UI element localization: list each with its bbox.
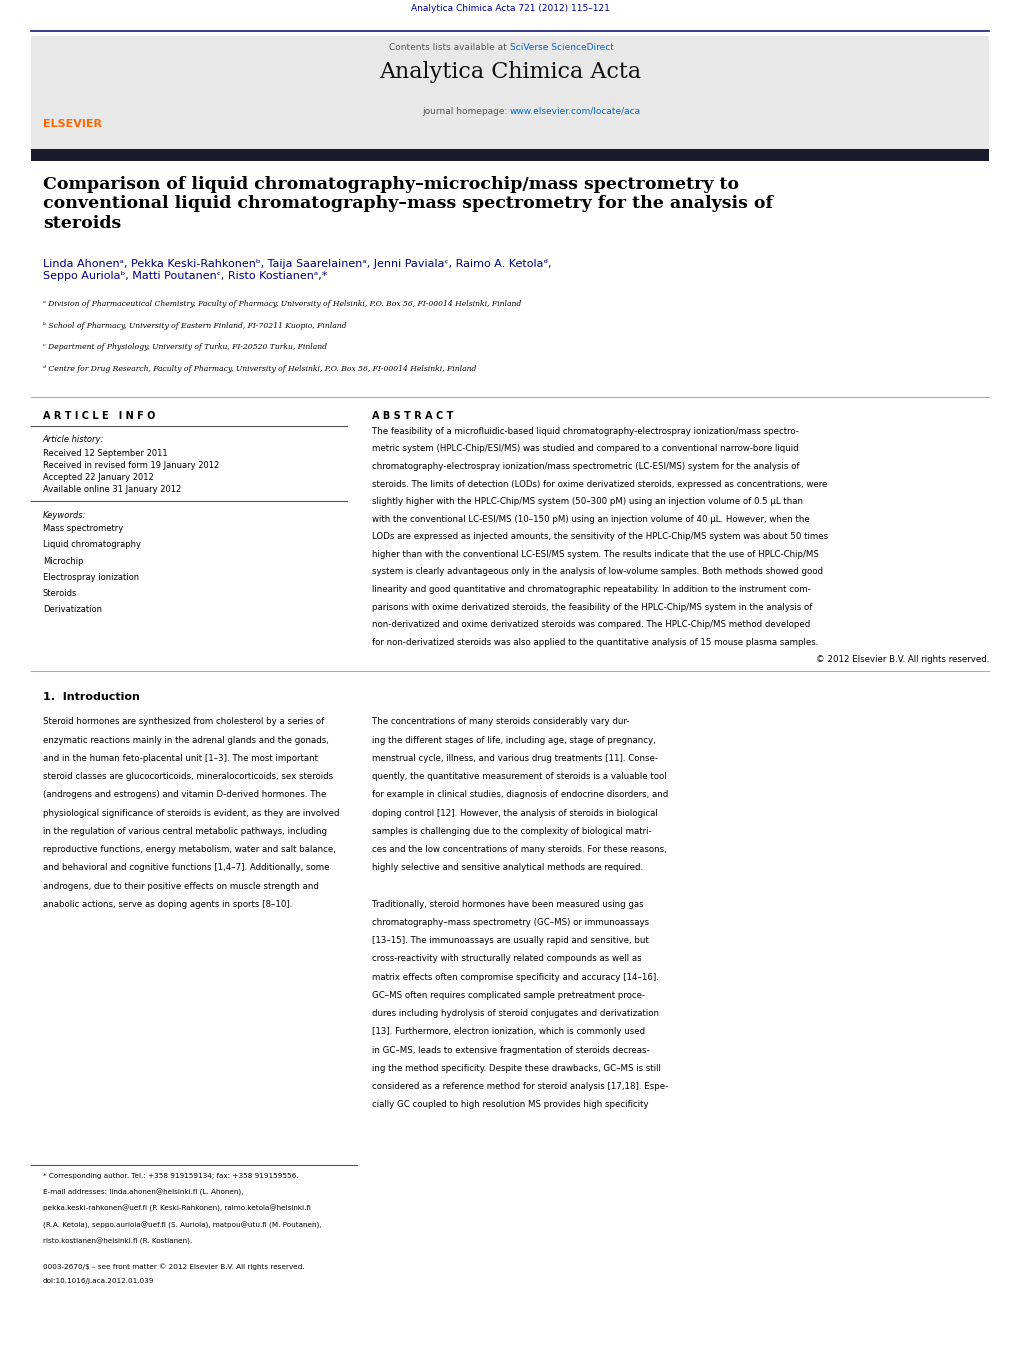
Text: ing the different stages of life, including age, stage of pregnancy,: ing the different stages of life, includ… [372, 735, 655, 744]
Text: samples is challenging due to the complexity of biological matri-: samples is challenging due to the comple… [372, 827, 651, 836]
Text: Mass spectrometry: Mass spectrometry [43, 524, 123, 534]
Text: Analytica Chimica Acta: Analytica Chimica Acta [379, 61, 640, 82]
Text: Keywords:: Keywords: [43, 511, 87, 520]
Text: ing the method specificity. Despite these drawbacks, GC–MS is still: ing the method specificity. Despite thes… [372, 1065, 660, 1073]
Text: Liquid chromatography: Liquid chromatography [43, 540, 141, 550]
FancyBboxPatch shape [31, 149, 988, 161]
Text: ces and the low concentrations of many steroids. For these reasons,: ces and the low concentrations of many s… [372, 846, 666, 854]
Text: doping control [12]. However, the analysis of steroids in biological: doping control [12]. However, the analys… [372, 808, 657, 817]
Text: matrix effects often compromise specificity and accuracy [14–16].: matrix effects often compromise specific… [372, 973, 658, 982]
Text: and in the human feto-placental unit [1–3]. The most important: and in the human feto-placental unit [1–… [43, 754, 318, 763]
Text: parisons with oxime derivatized steroids, the feasibility of the HPLC-Chip/MS sy: parisons with oxime derivatized steroids… [372, 603, 812, 612]
Text: (androgens and estrogens) and vitamin D-derived hormones. The: (androgens and estrogens) and vitamin D-… [43, 790, 326, 800]
Text: Analytica Chimica Acta 721 (2012) 115–121: Analytica Chimica Acta 721 (2012) 115–12… [411, 4, 608, 14]
Text: Available online 31 January 2012: Available online 31 January 2012 [43, 485, 181, 494]
Text: A B S T R A C T: A B S T R A C T [372, 411, 453, 420]
Text: 1.  Introduction: 1. Introduction [43, 692, 140, 701]
Text: The feasibility of a microfluidic-based liquid chromatography-electrospray ioniz: The feasibility of a microfluidic-based … [372, 427, 799, 436]
Text: © 2012 Elsevier B.V. All rights reserved.: © 2012 Elsevier B.V. All rights reserved… [815, 655, 988, 665]
Text: E-mail addresses: linda.ahonen@helsinki.fi (L. Ahonen),: E-mail addresses: linda.ahonen@helsinki.… [43, 1189, 243, 1196]
Text: Received in revised form 19 January 2012: Received in revised form 19 January 2012 [43, 461, 219, 470]
Text: Microchip: Microchip [43, 557, 84, 566]
Text: steroids. The limits of detection (LODs) for oxime derivatized steroids, express: steroids. The limits of detection (LODs)… [372, 480, 826, 489]
Text: Derivatization: Derivatization [43, 605, 102, 615]
Text: [13–15]. The immunoassays are usually rapid and sensitive, but: [13–15]. The immunoassays are usually ra… [372, 936, 648, 946]
Text: Comparison of liquid chromatography–microchip/mass spectrometry to
conventional : Comparison of liquid chromatography–micr… [43, 176, 772, 232]
FancyBboxPatch shape [31, 36, 988, 151]
Text: (R.A. Ketola), seppo.auriola@uef.fi (S. Auriola), matpou@utu.fi (M. Poutanen),: (R.A. Ketola), seppo.auriola@uef.fi (S. … [43, 1221, 321, 1228]
Text: quently, the quantitative measurement of steroids is a valuable tool: quently, the quantitative measurement of… [372, 773, 666, 781]
Text: ᵈ Centre for Drug Research, Faculty of Pharmacy, University of Helsinki, P.O. Bo: ᵈ Centre for Drug Research, Faculty of P… [43, 365, 476, 373]
Text: The concentrations of many steroids considerably vary dur-: The concentrations of many steroids cons… [372, 717, 629, 727]
Text: considered as a reference method for steroid analysis [17,18]. Espe-: considered as a reference method for ste… [372, 1082, 667, 1092]
Text: Steroids: Steroids [43, 589, 77, 598]
Text: higher than with the conventional LC-ESI/MS system. The results indicate that th: higher than with the conventional LC-ESI… [372, 550, 818, 559]
Text: Article history:: Article history: [43, 435, 104, 444]
Text: Linda Ahonenᵃ, Pekka Keski-Rahkonenᵇ, Taija Saarelainenᵃ, Jenni Pavialaᶜ, Raimo : Linda Ahonenᵃ, Pekka Keski-Rahkonenᵇ, Ta… [43, 259, 551, 281]
Text: for non-derivatized steroids was also applied to the quantitative analysis of 15: for non-derivatized steroids was also ap… [372, 638, 818, 647]
Text: anabolic actions, serve as doping agents in sports [8–10].: anabolic actions, serve as doping agents… [43, 900, 291, 909]
Text: and behavioral and cognitive functions [1,4–7]. Additionally, some: and behavioral and cognitive functions [… [43, 863, 329, 873]
Text: [13]. Furthermore, electron ionization, which is commonly used: [13]. Furthermore, electron ionization, … [372, 1028, 645, 1036]
Text: menstrual cycle, illness, and various drug treatments [11]. Conse-: menstrual cycle, illness, and various dr… [372, 754, 657, 763]
Text: * Corresponding author. Tel.: +358 919159134; fax: +358 919159556.: * Corresponding author. Tel.: +358 91915… [43, 1173, 298, 1178]
Text: www.elsevier.com/locate/aca: www.elsevier.com/locate/aca [510, 107, 641, 116]
Text: ᵇ School of Pharmacy, University of Eastern Finland, FI-70211 Kuopio, Finland: ᵇ School of Pharmacy, University of East… [43, 322, 346, 330]
Text: Traditionally, steroid hormones have been measured using gas: Traditionally, steroid hormones have bee… [372, 900, 643, 909]
Text: 0003-2670/$ – see front matter © 2012 Elsevier B.V. All rights reserved.: 0003-2670/$ – see front matter © 2012 El… [43, 1263, 304, 1270]
Text: non-derivatized and oxime derivatized steroids was compared. The HPLC-Chip/MS me: non-derivatized and oxime derivatized st… [372, 620, 810, 630]
Text: enzymatic reactions mainly in the adrenal glands and the gonads,: enzymatic reactions mainly in the adrena… [43, 735, 328, 744]
Text: Accepted 22 January 2012: Accepted 22 January 2012 [43, 473, 154, 482]
Text: Electrospray ionization: Electrospray ionization [43, 573, 139, 582]
Text: with the conventional LC-ESI/MS (10–150 pM) using an injection volume of 40 μL. : with the conventional LC-ESI/MS (10–150 … [372, 515, 809, 524]
Text: ᵃ Division of Pharmaceutical Chemistry, Faculty of Pharmacy, University of Helsi: ᵃ Division of Pharmaceutical Chemistry, … [43, 300, 521, 308]
Text: slightly higher with the HPLC-Chip/MS system (50–300 pM) using an injection volu: slightly higher with the HPLC-Chip/MS sy… [372, 497, 803, 507]
Text: reproductive functions, energy metabolism, water and salt balance,: reproductive functions, energy metabolis… [43, 846, 335, 854]
Text: ELSEVIER: ELSEVIER [43, 119, 102, 128]
Text: cially GC coupled to high resolution MS provides high specificity: cially GC coupled to high resolution MS … [372, 1100, 648, 1109]
Text: A R T I C L E   I N F O: A R T I C L E I N F O [43, 411, 155, 420]
Text: steroid classes are glucocorticoids, mineralocorticoids, sex steroids: steroid classes are glucocorticoids, min… [43, 773, 332, 781]
Text: cross-reactivity with structurally related compounds as well as: cross-reactivity with structurally relat… [372, 954, 641, 963]
Text: Received 12 September 2011: Received 12 September 2011 [43, 449, 167, 458]
Text: Contents lists available at: Contents lists available at [389, 43, 510, 53]
Text: for example in clinical studies, diagnosis of endocrine disorders, and: for example in clinical studies, diagnos… [372, 790, 667, 800]
Text: in the regulation of various central metabolic pathways, including: in the regulation of various central met… [43, 827, 326, 836]
Text: GC–MS often requires complicated sample pretreatment proce-: GC–MS often requires complicated sample … [372, 992, 645, 1000]
Text: androgens, due to their positive effects on muscle strength and: androgens, due to their positive effects… [43, 882, 318, 890]
Text: chromatography-electrospray ionization/mass spectrometric (LC-ESI/MS) system for: chromatography-electrospray ionization/m… [372, 462, 799, 471]
Text: chromatography–mass spectrometry (GC–MS) or immunoassays: chromatography–mass spectrometry (GC–MS)… [372, 919, 649, 927]
Text: journal homepage:: journal homepage: [421, 107, 510, 116]
Text: physiological significance of steroids is evident, as they are involved: physiological significance of steroids i… [43, 808, 339, 817]
Text: ᶜ Department of Physiology, University of Turku, FI-20520 Turku, Finland: ᶜ Department of Physiology, University o… [43, 343, 326, 351]
Text: in GC–MS, leads to extensive fragmentation of steroids decreas-: in GC–MS, leads to extensive fragmentati… [372, 1046, 649, 1055]
Text: LODs are expressed as injected amounts, the sensitivity of the HPLC-Chip/MS syst: LODs are expressed as injected amounts, … [372, 532, 827, 542]
Text: metric system (HPLC-Chip/ESI/MS) was studied and compared to a conventional narr: metric system (HPLC-Chip/ESI/MS) was stu… [372, 444, 798, 454]
Text: SciVerse ScienceDirect: SciVerse ScienceDirect [510, 43, 613, 53]
Text: pekka.keski-rahkonen@uef.fi (P. Keski-Rahkonen), raimo.ketola@helsinki.fi: pekka.keski-rahkonen@uef.fi (P. Keski-Ra… [43, 1205, 311, 1212]
Text: dures including hydrolysis of steroid conjugates and derivatization: dures including hydrolysis of steroid co… [372, 1009, 658, 1019]
Text: highly selective and sensitive analytical methods are required.: highly selective and sensitive analytica… [372, 863, 643, 873]
Text: Steroid hormones are synthesized from cholesterol by a series of: Steroid hormones are synthesized from ch… [43, 717, 324, 727]
Text: risto.kostianen@helsinki.fi (R. Kostianen).: risto.kostianen@helsinki.fi (R. Kostiane… [43, 1238, 192, 1244]
Text: doi:10.1016/j.aca.2012.01.039: doi:10.1016/j.aca.2012.01.039 [43, 1278, 154, 1283]
Text: system is clearly advantageous only in the analysis of low-volume samples. Both : system is clearly advantageous only in t… [372, 567, 822, 577]
Text: linearity and good quantitative and chromatographic repeatability. In addition t: linearity and good quantitative and chro… [372, 585, 810, 594]
